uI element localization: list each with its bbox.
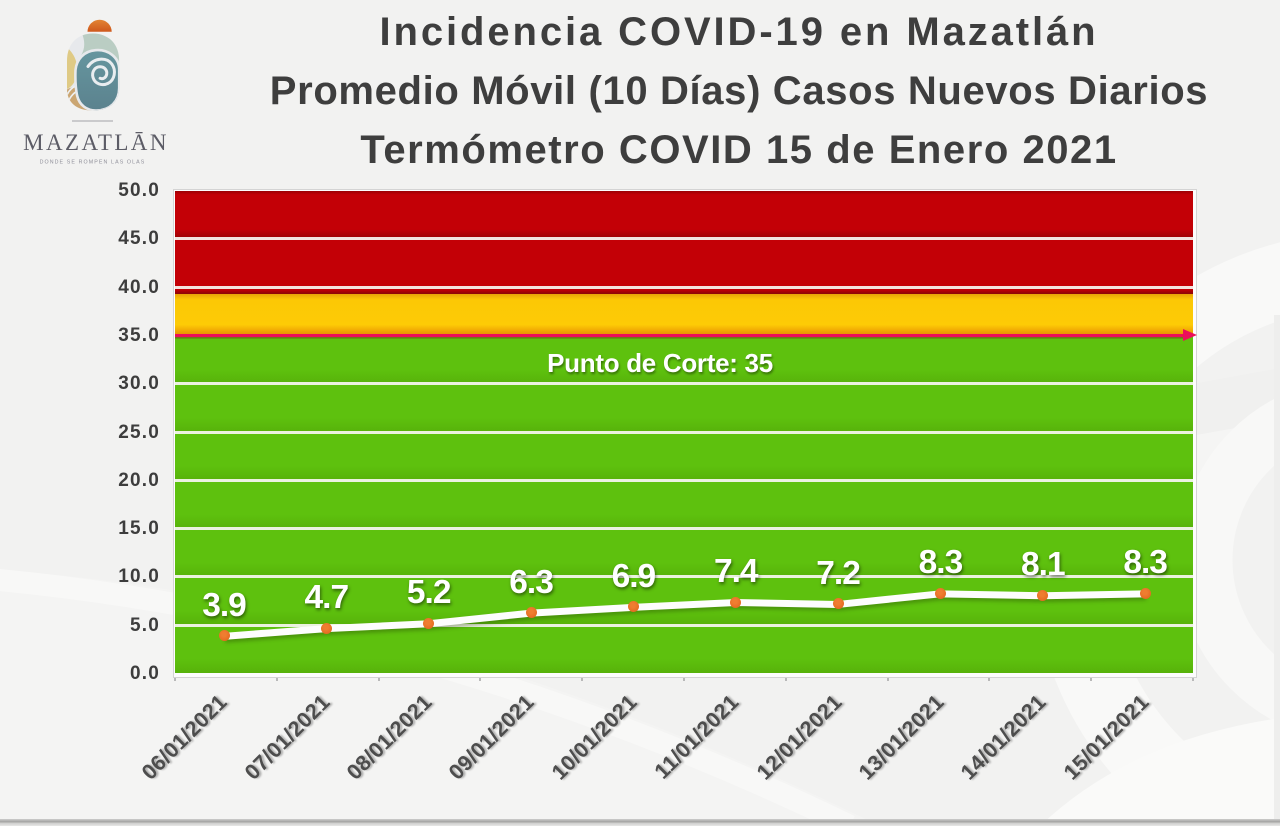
svg-text:MAZATLĀN: MAZATLĀN — [23, 130, 169, 155]
svg-text:DONDE SE ROMPEN LAS OLAS: DONDE SE ROMPEN LAS OLAS — [40, 160, 146, 166]
